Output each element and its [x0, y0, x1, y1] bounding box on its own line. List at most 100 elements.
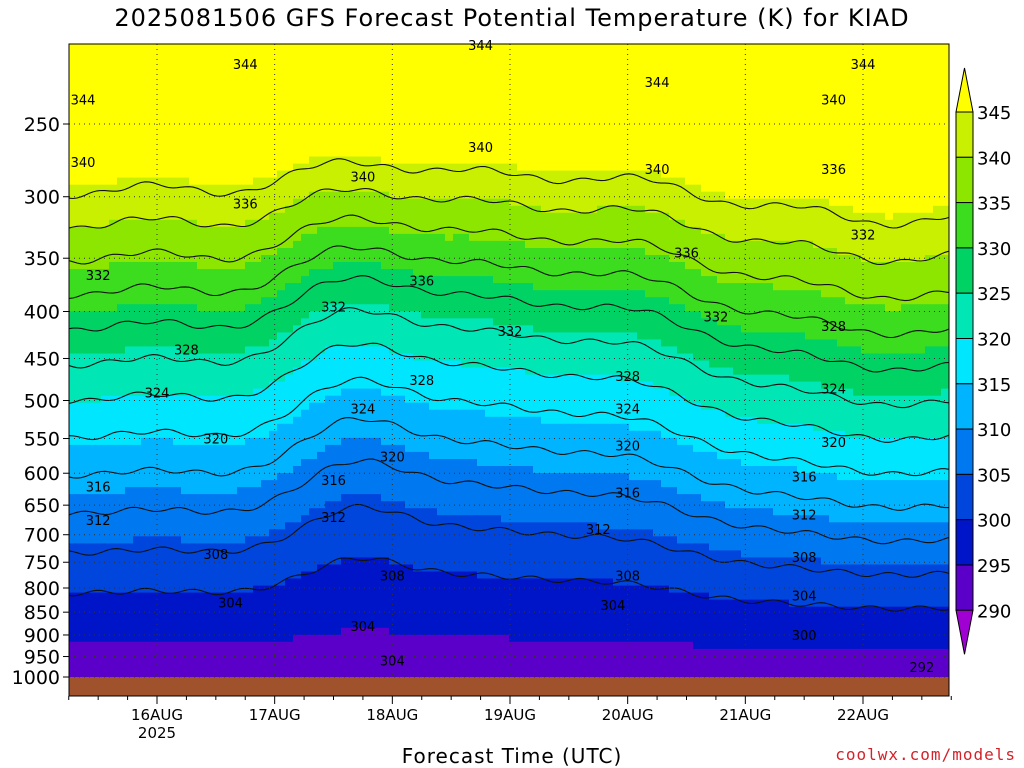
field-cell: [109, 269, 118, 277]
field-cell: [405, 346, 414, 354]
field-cell: [205, 388, 214, 397]
field-cell: [381, 128, 390, 136]
field-cell: [77, 360, 86, 369]
field-cell: [245, 44, 254, 52]
field-cell: [77, 578, 86, 587]
field-cell: [445, 304, 454, 312]
field-cell: [197, 262, 206, 270]
field-cell: [421, 367, 430, 376]
field-cell: [229, 311, 238, 319]
field-cell: [85, 550, 94, 558]
field-cell: [269, 466, 278, 474]
field-cell: [69, 529, 78, 537]
field-cell: [397, 311, 406, 319]
field-cell: [421, 114, 430, 122]
field-cell: [165, 184, 174, 193]
field-cell: [165, 395, 174, 404]
field-cell: [269, 163, 278, 172]
field-cell: [85, 543, 94, 551]
field-cell: [277, 430, 286, 439]
field-cell: [141, 437, 150, 446]
field-cell: [477, 191, 486, 200]
field-cell: [229, 198, 238, 207]
field-cell: [85, 423, 94, 432]
field-cell: [141, 508, 150, 516]
field-cell: [85, 332, 94, 340]
field-cell: [429, 613, 438, 622]
field-cell: [117, 550, 126, 558]
field-cell: [141, 233, 150, 242]
field-cell: [77, 620, 86, 629]
field-cell: [285, 346, 294, 354]
field-cell: [149, 564, 158, 573]
field-cell: [317, 409, 326, 418]
field-cell: [421, 79, 430, 87]
field-cell: [93, 86, 102, 94]
field-cell: [269, 149, 278, 158]
field-cell: [229, 262, 238, 270]
field-cell: [445, 571, 454, 580]
field-cell: [245, 58, 254, 66]
field-cell: [237, 423, 246, 432]
field-cell: [357, 283, 366, 291]
field-cell: [229, 444, 238, 453]
field-cell: [85, 670, 94, 678]
field-cell: [141, 135, 150, 143]
field-cell: [501, 494, 510, 502]
field-cell: [389, 198, 398, 207]
field-cell: [117, 648, 126, 657]
field-cell: [445, 93, 454, 101]
field-cell: [357, 58, 366, 66]
field-cell: [325, 170, 334, 179]
field-cell: [165, 332, 174, 340]
field-cell: [357, 233, 366, 242]
field-cell: [317, 255, 326, 263]
field-cell: [501, 508, 510, 516]
field-cell: [133, 641, 142, 650]
field-cell: [221, 128, 230, 136]
field-cell: [469, 670, 478, 678]
field-cell: [221, 388, 230, 397]
field-cell: [333, 198, 342, 207]
field-cell: [309, 93, 318, 101]
field-cell: [277, 571, 286, 580]
field-cell: [453, 198, 462, 207]
field-cell: [85, 297, 94, 305]
field-cell: [349, 346, 358, 354]
field-cell: [229, 240, 238, 249]
field-cell: [461, 655, 470, 664]
field-cell: [453, 381, 462, 390]
field-cell: [125, 156, 134, 165]
field-cell: [133, 142, 142, 151]
field-cell: [381, 149, 390, 158]
field-cell: [229, 233, 238, 242]
field-cell: [389, 346, 398, 354]
field-cell: [221, 662, 230, 671]
field-cell: [421, 93, 430, 101]
field-cell: [405, 430, 414, 439]
field-cell: [421, 508, 430, 516]
field-cell: [237, 226, 246, 235]
field-cell: [509, 191, 518, 200]
field-cell: [397, 508, 406, 516]
field-cell: [493, 613, 502, 622]
field-cell: [149, 332, 158, 340]
field-cell: [437, 501, 446, 509]
field-cell: [477, 128, 486, 136]
field-cell: [213, 381, 222, 390]
field-cell: [333, 135, 342, 143]
field-cell: [501, 332, 510, 340]
field-cell: [285, 430, 294, 439]
field-cell: [493, 58, 502, 66]
field-cell: [445, 423, 454, 432]
field-cell: [469, 51, 478, 59]
field-cell: [373, 142, 382, 151]
field-cell: [509, 44, 518, 52]
field-cell: [461, 79, 470, 87]
field-cell: [117, 367, 126, 376]
field-cell: [181, 466, 190, 474]
field-cell: [453, 262, 462, 270]
field-cell: [301, 79, 310, 87]
field-cell: [237, 606, 246, 615]
field-cell: [421, 634, 430, 643]
